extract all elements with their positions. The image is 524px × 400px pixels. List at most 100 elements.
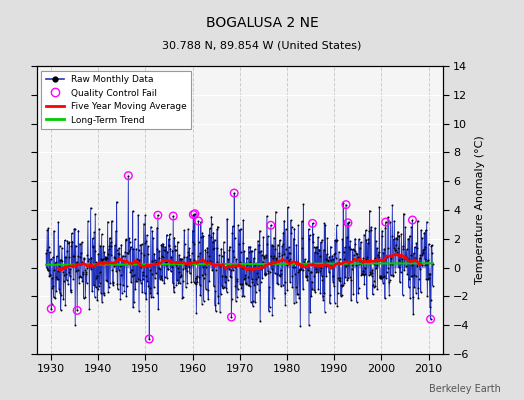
Point [383, 269, 391, 276]
Point [281, 302, 290, 308]
Point [138, 241, 146, 248]
Point [80, 254, 88, 261]
Point [62, 254, 70, 260]
Point [103, 218, 112, 225]
Point [296, 267, 304, 273]
Point [100, 249, 108, 256]
Point [277, 271, 286, 277]
Point [95, 226, 103, 232]
Point [111, 261, 119, 267]
Point [299, 201, 308, 208]
Point [260, 253, 268, 259]
Point [139, 276, 148, 283]
Point [296, 266, 304, 273]
Point [136, 242, 145, 248]
Point [331, 237, 339, 243]
Point [234, 222, 242, 228]
Point [204, 287, 212, 293]
Point [266, 269, 274, 275]
Point [231, 264, 239, 270]
Point [57, 292, 66, 298]
Point [395, 264, 403, 270]
Point [128, 208, 137, 214]
Point [74, 253, 82, 260]
Point [69, 276, 78, 283]
Point [257, 248, 265, 254]
Point [118, 257, 127, 264]
Point [303, 273, 311, 280]
Point [222, 285, 230, 291]
Point [410, 272, 418, 278]
Point [326, 292, 334, 298]
Point [220, 284, 228, 290]
Point [91, 248, 99, 254]
Point [144, 282, 152, 289]
Point [68, 230, 76, 236]
Point [67, 243, 75, 249]
Point [120, 260, 128, 266]
Point [381, 219, 390, 225]
Point [186, 256, 194, 262]
Point [343, 277, 352, 283]
Point [249, 260, 258, 266]
Point [46, 272, 54, 278]
Point [427, 296, 435, 303]
Point [155, 248, 163, 254]
Point [229, 248, 237, 254]
Point [178, 294, 187, 301]
Point [48, 301, 56, 308]
Point [275, 253, 283, 259]
Point [334, 275, 342, 281]
Point [49, 294, 58, 300]
Point [233, 276, 242, 282]
Point [90, 229, 99, 236]
Point [347, 296, 355, 303]
Point [151, 275, 159, 281]
Point [247, 299, 255, 306]
Point [195, 282, 204, 288]
Point [201, 271, 209, 278]
Point [89, 244, 97, 250]
Point [101, 256, 110, 262]
Point [76, 254, 84, 260]
Point [219, 285, 227, 292]
Point [313, 250, 321, 257]
Point [411, 273, 420, 280]
Point [122, 293, 130, 299]
Point [198, 300, 206, 307]
Point [140, 290, 149, 297]
Point [59, 296, 68, 302]
Point [208, 220, 216, 227]
Point [304, 226, 313, 232]
Point [185, 245, 193, 252]
Point [128, 272, 136, 279]
Point [179, 266, 188, 272]
Point [182, 262, 190, 268]
Point [388, 202, 397, 208]
Point [105, 284, 113, 290]
Point [95, 279, 104, 286]
Point [170, 289, 178, 296]
Point [191, 280, 200, 287]
Point [401, 224, 410, 230]
Point [148, 228, 157, 234]
Point [281, 289, 289, 296]
Point [134, 212, 143, 218]
Point [103, 278, 111, 284]
Point [109, 280, 117, 286]
Point [148, 258, 156, 264]
Point [330, 300, 339, 306]
Point [182, 268, 191, 274]
Point [288, 272, 296, 279]
Point [163, 266, 172, 272]
Point [121, 248, 129, 255]
Point [414, 276, 423, 282]
Point [311, 289, 320, 295]
Point [49, 282, 58, 289]
Point [90, 294, 99, 300]
Point [219, 262, 227, 269]
Point [294, 222, 302, 228]
Point [73, 259, 81, 266]
Point [337, 292, 346, 298]
Point [242, 280, 250, 286]
